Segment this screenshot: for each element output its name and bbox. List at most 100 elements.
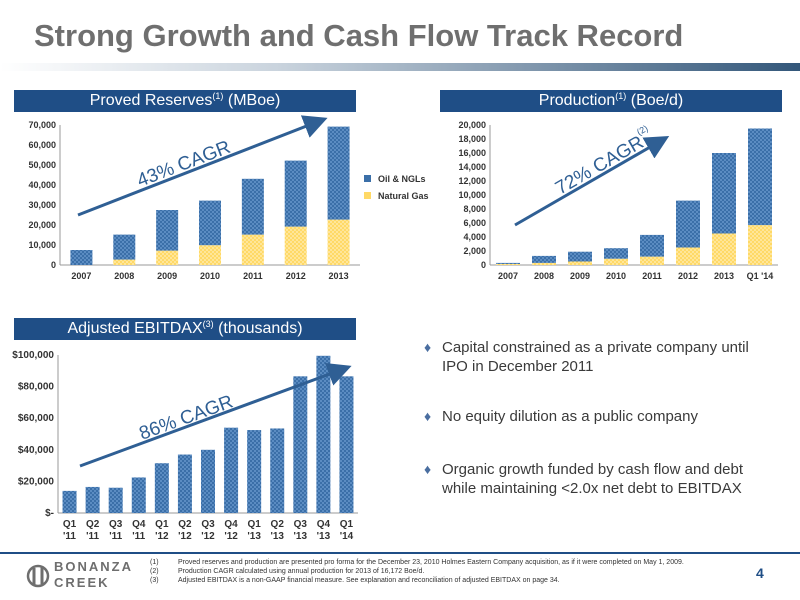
company-logo: BONANZA CREEK [26, 556, 136, 596]
x-tick-label: '11 [86, 531, 99, 542]
bar-natural-gas [199, 245, 221, 265]
legend-swatch-gas [364, 192, 371, 199]
y-tick-label: $40,000 [18, 445, 55, 456]
x-tick-label: '13 [247, 531, 261, 542]
footnote: (2) Production CAGR calculated using annu… [150, 567, 730, 576]
page-number: 4 [756, 565, 764, 581]
x-tick-label: Q2 [86, 519, 100, 530]
x-tick-label: 2007 [498, 271, 518, 281]
bar-ebitdax [339, 376, 354, 513]
reserves-panel-title: Proved Reserves(1) (MBoe) [14, 90, 356, 112]
x-tick-label: '11 [63, 531, 76, 542]
x-tick-label: Q3 [109, 519, 123, 530]
x-tick-label: 2008 [534, 271, 554, 281]
y-tick-label: $80,000 [18, 382, 55, 393]
production-title-unit: (Boe/d) [630, 92, 684, 109]
x-tick-label: 2007 [71, 271, 91, 281]
bar-ebitdax [62, 490, 77, 513]
ebitdax-title-unit: (thousands) [218, 320, 303, 337]
bar-oil-ngls [113, 234, 136, 260]
y-tick-label: $100,000 [12, 350, 54, 361]
bar-oil-ngls [640, 234, 664, 257]
bar-oil-ngls [712, 153, 736, 234]
bar-natural-gas [496, 263, 520, 265]
cagr-annotation: 43% CAGR [134, 137, 233, 192]
x-tick-label: Q1 [63, 519, 77, 530]
x-tick-label: 2010 [200, 271, 220, 281]
bar-ebitdax [270, 428, 285, 513]
production-title-text: Production [538, 92, 616, 109]
footnotes: (1) Proved reserves and production are pr… [150, 558, 730, 585]
x-tick-label: '11 [109, 531, 122, 542]
y-tick-label: $20,000 [18, 476, 55, 487]
x-tick-label: Q4 [132, 519, 146, 530]
bar-natural-gas [676, 247, 700, 265]
bar-ebitdax [177, 454, 192, 513]
bar-ebitdax [293, 376, 308, 513]
legend-label-gas: Natural Gas [378, 191, 429, 201]
x-tick-label: 2013 [714, 271, 734, 281]
x-tick-label: Q4 [317, 519, 331, 530]
reserves-title-sup: (1) [212, 91, 224, 101]
x-tick-label: Q2 [271, 519, 285, 530]
footer-divider [0, 552, 800, 554]
bar-oil-ngls [568, 251, 592, 262]
footnote: (1) Proved reserves and production are pr… [150, 558, 730, 567]
ebitdax-panel-title: Adjusted EBITDAX(3) (thousands) [14, 318, 356, 340]
cagr-arrow [514, 136, 670, 227]
bar-ebitdax [316, 355, 331, 513]
footnote-number: (2) [150, 568, 159, 575]
reserves-title-unit: (MBoe) [227, 92, 281, 109]
footnote-number: (1) [150, 559, 159, 566]
y-tick-label: 20,000 [28, 220, 56, 230]
x-tick-label: 2008 [114, 271, 134, 281]
y-tick-label: 40,000 [28, 180, 56, 190]
bar-oil-ngls [199, 200, 221, 246]
bar-natural-gas [532, 262, 556, 265]
y-tick-label: 0 [51, 260, 56, 270]
bar-natural-gas [327, 219, 350, 265]
x-tick-label: Q3 [294, 519, 308, 530]
bullet-drop-icon: ♦ [424, 461, 432, 477]
ebitdax-title-text: Adjusted EBITDAX [67, 320, 203, 337]
x-tick-label: '11 [132, 531, 145, 542]
x-tick-label: '12 [155, 531, 169, 542]
y-tick-label: 8,000 [463, 204, 486, 214]
logo-mark-icon [26, 564, 50, 588]
bar-oil-ngls [532, 255, 556, 263]
x-tick-label: Q4 [224, 519, 238, 530]
production-panel-title: Production(1) (Boe/d) [440, 90, 782, 112]
logo-line1: BONANZA [54, 559, 133, 574]
bullet-drop-icon: ♦ [424, 339, 432, 355]
y-tick-label: 30,000 [28, 200, 56, 210]
logo-wordmark: BONANZA CREEK [54, 559, 133, 591]
y-tick-label: $60,000 [18, 413, 55, 424]
bar-ebitdax [131, 477, 146, 513]
bar-natural-gas [748, 225, 772, 265]
x-tick-label: 2011 [642, 271, 662, 281]
bar-natural-gas [113, 259, 136, 265]
x-tick-label: Q1 [247, 519, 261, 530]
production-title-sup: (1) [615, 91, 627, 101]
x-tick-label: Q1 [340, 519, 354, 530]
x-tick-label: 2011 [243, 271, 263, 281]
bar-natural-gas [568, 261, 592, 265]
page-title: Strong Growth and Cash Flow Track Record [34, 18, 684, 53]
x-tick-label: '12 [178, 531, 192, 542]
bar-ebitdax [108, 487, 123, 513]
y-tick-label: 0 [481, 260, 486, 270]
ebitdax-chart: $- $20,000 $40,000 $60,000 $80,000 $100,000 Q1… [12, 350, 358, 542]
bullet-text: No equity dilution as a public company [442, 408, 698, 425]
bar-oil-ngls [496, 262, 520, 264]
y-tick-label: 2,000 [463, 246, 486, 256]
reserves-chart: 0 10,000 20,000 30,000 40,000 50,000 60,000 70,… [28, 115, 429, 281]
footnote-text: Production CAGR calculated using annual … [178, 568, 425, 575]
bar-oil-ngls [676, 200, 700, 248]
x-tick-label: '13 [317, 531, 331, 542]
bar-natural-gas [712, 233, 736, 265]
x-tick-label: 2009 [570, 271, 590, 281]
y-tick-label: 12,000 [458, 176, 486, 186]
x-tick-label: '13 [294, 531, 308, 542]
x-tick-label: 2013 [329, 271, 349, 281]
bar-natural-gas [640, 256, 664, 265]
